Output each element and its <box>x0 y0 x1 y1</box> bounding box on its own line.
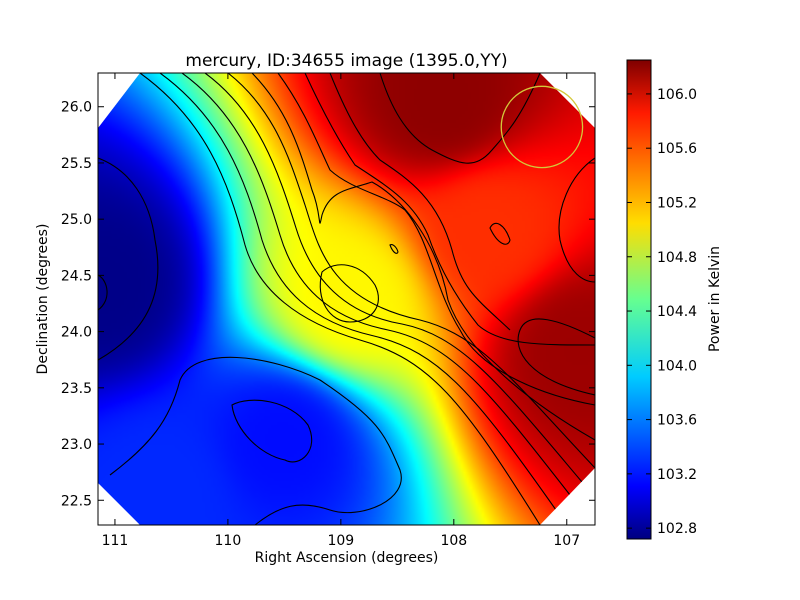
colorbar-tick-label: 104.8 <box>657 250 697 266</box>
colorbar-tick-label: 103.6 <box>657 413 697 429</box>
y-tick-label: 24.0 <box>61 325 92 341</box>
colorbar-tick-label: 105.6 <box>657 141 697 157</box>
chart-title: mercury, ID:34655 image (1395.0,YY) <box>185 51 507 71</box>
x-tick-label: 108 <box>440 533 467 549</box>
x-tick-label: 111 <box>102 533 129 549</box>
y-tick-label: 22.5 <box>61 493 92 509</box>
y-tick-label: 25.0 <box>61 212 92 228</box>
x-axis-ticks: 111 110 109 108 107 <box>102 73 580 549</box>
x-axis-label: Right Ascension (degrees) <box>255 550 439 566</box>
y-tick-label: 23.5 <box>61 381 92 397</box>
colorbar-tick-label: 106.0 <box>657 87 697 103</box>
y-axis-ticks: 22.5 23.0 23.5 24.0 24.5 25.0 25.5 26.0 <box>61 100 595 509</box>
x-tick-label: 110 <box>215 533 242 549</box>
y-tick-label: 24.5 <box>61 268 92 284</box>
colorbar-label: Power in Kelvin <box>707 246 723 352</box>
x-tick-label: 109 <box>327 533 354 549</box>
y-axis-label: Declination (degrees) <box>35 224 51 375</box>
x-tick-label: 107 <box>553 533 580 549</box>
heatmap-image <box>98 73 595 525</box>
colorbar-tick-label: 103.2 <box>657 467 697 483</box>
colorbar-ticks: 102.8 103.2 103.6 104.0 104.4 104.8 105.2 105.6… <box>627 87 697 537</box>
contour-lines <box>98 73 595 525</box>
y-tick-label: 23.0 <box>61 437 92 453</box>
marker-circle <box>500 85 584 169</box>
colorbar-tick-label: 105.2 <box>657 195 697 211</box>
colorbar-tick-label: 102.8 <box>657 521 697 537</box>
y-tick-label: 26.0 <box>61 100 92 116</box>
colorbar <box>626 59 652 540</box>
plot-frame <box>97 72 596 526</box>
colorbar-tick-label: 104.0 <box>657 358 697 374</box>
y-tick-label: 25.5 <box>61 156 92 172</box>
colorbar-tick-label: 104.4 <box>657 304 697 320</box>
